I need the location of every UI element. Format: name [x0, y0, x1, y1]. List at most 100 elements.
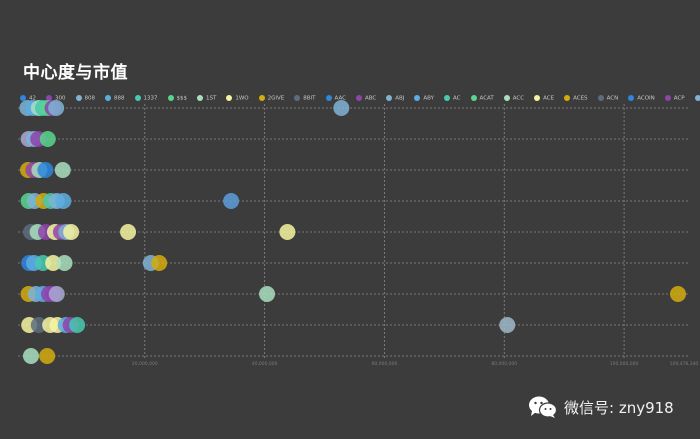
legend-label: 300 [55, 95, 66, 102]
legend-item[interactable]: ACES [564, 95, 588, 102]
data-point[interactable] [30, 317, 47, 333]
legend-item[interactable]: ACC [503, 95, 525, 102]
legend-label: ACOIN [637, 95, 655, 102]
x-end-label: 109,478,340 [670, 361, 699, 367]
data-point[interactable] [670, 286, 687, 302]
x-tick-label: 80,000,000 [491, 361, 517, 367]
legend-label: 808 [84, 95, 96, 102]
data-point[interactable] [499, 317, 516, 333]
data-point[interactable] [54, 162, 71, 178]
legend-marker [694, 95, 700, 102]
data-point[interactable] [120, 224, 137, 240]
grid-lines [18, 104, 690, 360]
legend-label: 888 [114, 95, 125, 102]
legend-label: ACP [673, 95, 685, 102]
x-tick-labels: 20,000,000 40,000,000 60,000,000 80,000,000… [132, 361, 699, 367]
data-point[interactable] [223, 193, 240, 209]
legend-marker [564, 95, 571, 102]
legend-label: ACES [573, 95, 588, 102]
legend-marker [597, 95, 604, 102]
chart-title: 中心度与市值 [23, 63, 128, 83]
legend-item[interactable]: ACP [664, 95, 685, 102]
legend-label: 8BIT [303, 95, 316, 102]
data-point[interactable] [39, 131, 56, 147]
data-point[interactable] [37, 162, 54, 178]
legend-marker [534, 95, 541, 102]
legend-label: ACN [606, 95, 619, 102]
legend-marker [75, 95, 82, 102]
legend-marker [20, 95, 26, 102]
legend-item[interactable]: 808 [75, 95, 96, 102]
legend-marker [503, 95, 510, 102]
legend-item[interactable]: ACAT [470, 95, 494, 102]
data-point[interactable] [279, 224, 296, 240]
data-point[interactable] [39, 348, 56, 364]
legend: 42 300 808 888 1337 $$$ 1ST 1WO 2GIVE 8BIT AAC ABC A… [20, 88, 700, 102]
legend-marker [325, 95, 332, 102]
legend-marker [46, 95, 52, 102]
data-point[interactable] [259, 286, 276, 302]
legend-item[interactable]: ABJ [386, 95, 404, 102]
legend-label: ABJ [395, 95, 405, 102]
legend-marker [386, 95, 393, 102]
data-points [19, 100, 687, 364]
legend-item[interactable]: 1ST [197, 95, 216, 102]
data-point[interactable] [48, 286, 65, 302]
legend-item[interactable]: ACN [597, 95, 619, 102]
data-point[interactable] [48, 100, 65, 116]
legend-label: 1ST [206, 95, 217, 102]
legend-marker [197, 95, 203, 102]
legend-label: ABC [364, 95, 377, 102]
legend-label: 42 [29, 95, 36, 102]
x-tick-label: 40,000,000 [252, 361, 278, 367]
data-point[interactable] [55, 193, 72, 209]
legend-item[interactable]: ACE [534, 95, 554, 102]
legend-label: AC [453, 95, 461, 102]
legend-item[interactable]: ABY [414, 95, 434, 102]
legend-item[interactable]: AAC [325, 95, 346, 102]
legend-item[interactable]: 42 [20, 95, 36, 102]
data-point[interactable] [69, 317, 86, 333]
data-point[interactable] [333, 100, 350, 116]
legend-item[interactable]: $$$ [167, 95, 188, 102]
data-point[interactable] [151, 255, 168, 271]
legend-label: 1337 [143, 95, 158, 102]
legend-label: ACC [512, 95, 525, 102]
x-tick-label: 20,000,000 [132, 361, 158, 367]
legend-label: 2GIVE [267, 95, 285, 102]
legend-marker [414, 95, 421, 102]
legend-item[interactable]: 1337 [134, 95, 158, 102]
legend-item[interactable]: 2GIVE [258, 95, 285, 102]
watermark: 微信号: zny918 [528, 395, 674, 419]
legend-label: ACE [543, 95, 555, 102]
legend-item[interactable]: 1WO [226, 95, 249, 102]
data-point[interactable] [45, 255, 62, 271]
legend-item[interactable]: 300 [46, 95, 66, 102]
legend-marker [226, 95, 233, 102]
legend-marker [444, 95, 451, 102]
legend-marker [664, 95, 671, 102]
legend-marker [628, 95, 635, 102]
legend-marker [134, 95, 141, 102]
legend-item[interactable]: ADB [694, 95, 700, 102]
legend-label: 1WO [235, 95, 249, 102]
x-tick-label: 100,000,000 [610, 361, 639, 367]
legend-item[interactable]: ACOIN [628, 95, 655, 102]
legend-item[interactable]: AC [444, 95, 461, 102]
data-point[interactable] [56, 255, 73, 271]
watermark-text: 微信号: zny918 [564, 398, 674, 417]
data-point[interactable] [63, 224, 80, 240]
legend-marker [355, 95, 362, 102]
legend-marker [470, 95, 477, 102]
legend-marker [167, 95, 174, 102]
x-tick-label: 60,000,000 [372, 361, 398, 367]
data-point[interactable] [22, 348, 39, 364]
legend-item[interactable]: 8BIT [294, 95, 316, 102]
legend-label: $$$ [176, 95, 188, 102]
legend-item[interactable]: 888 [105, 95, 125, 102]
legend-marker [294, 95, 301, 102]
legend-label: ABY [423, 95, 435, 102]
legend-label: ACAT [479, 95, 494, 102]
legend-item[interactable]: ABC [355, 95, 377, 102]
